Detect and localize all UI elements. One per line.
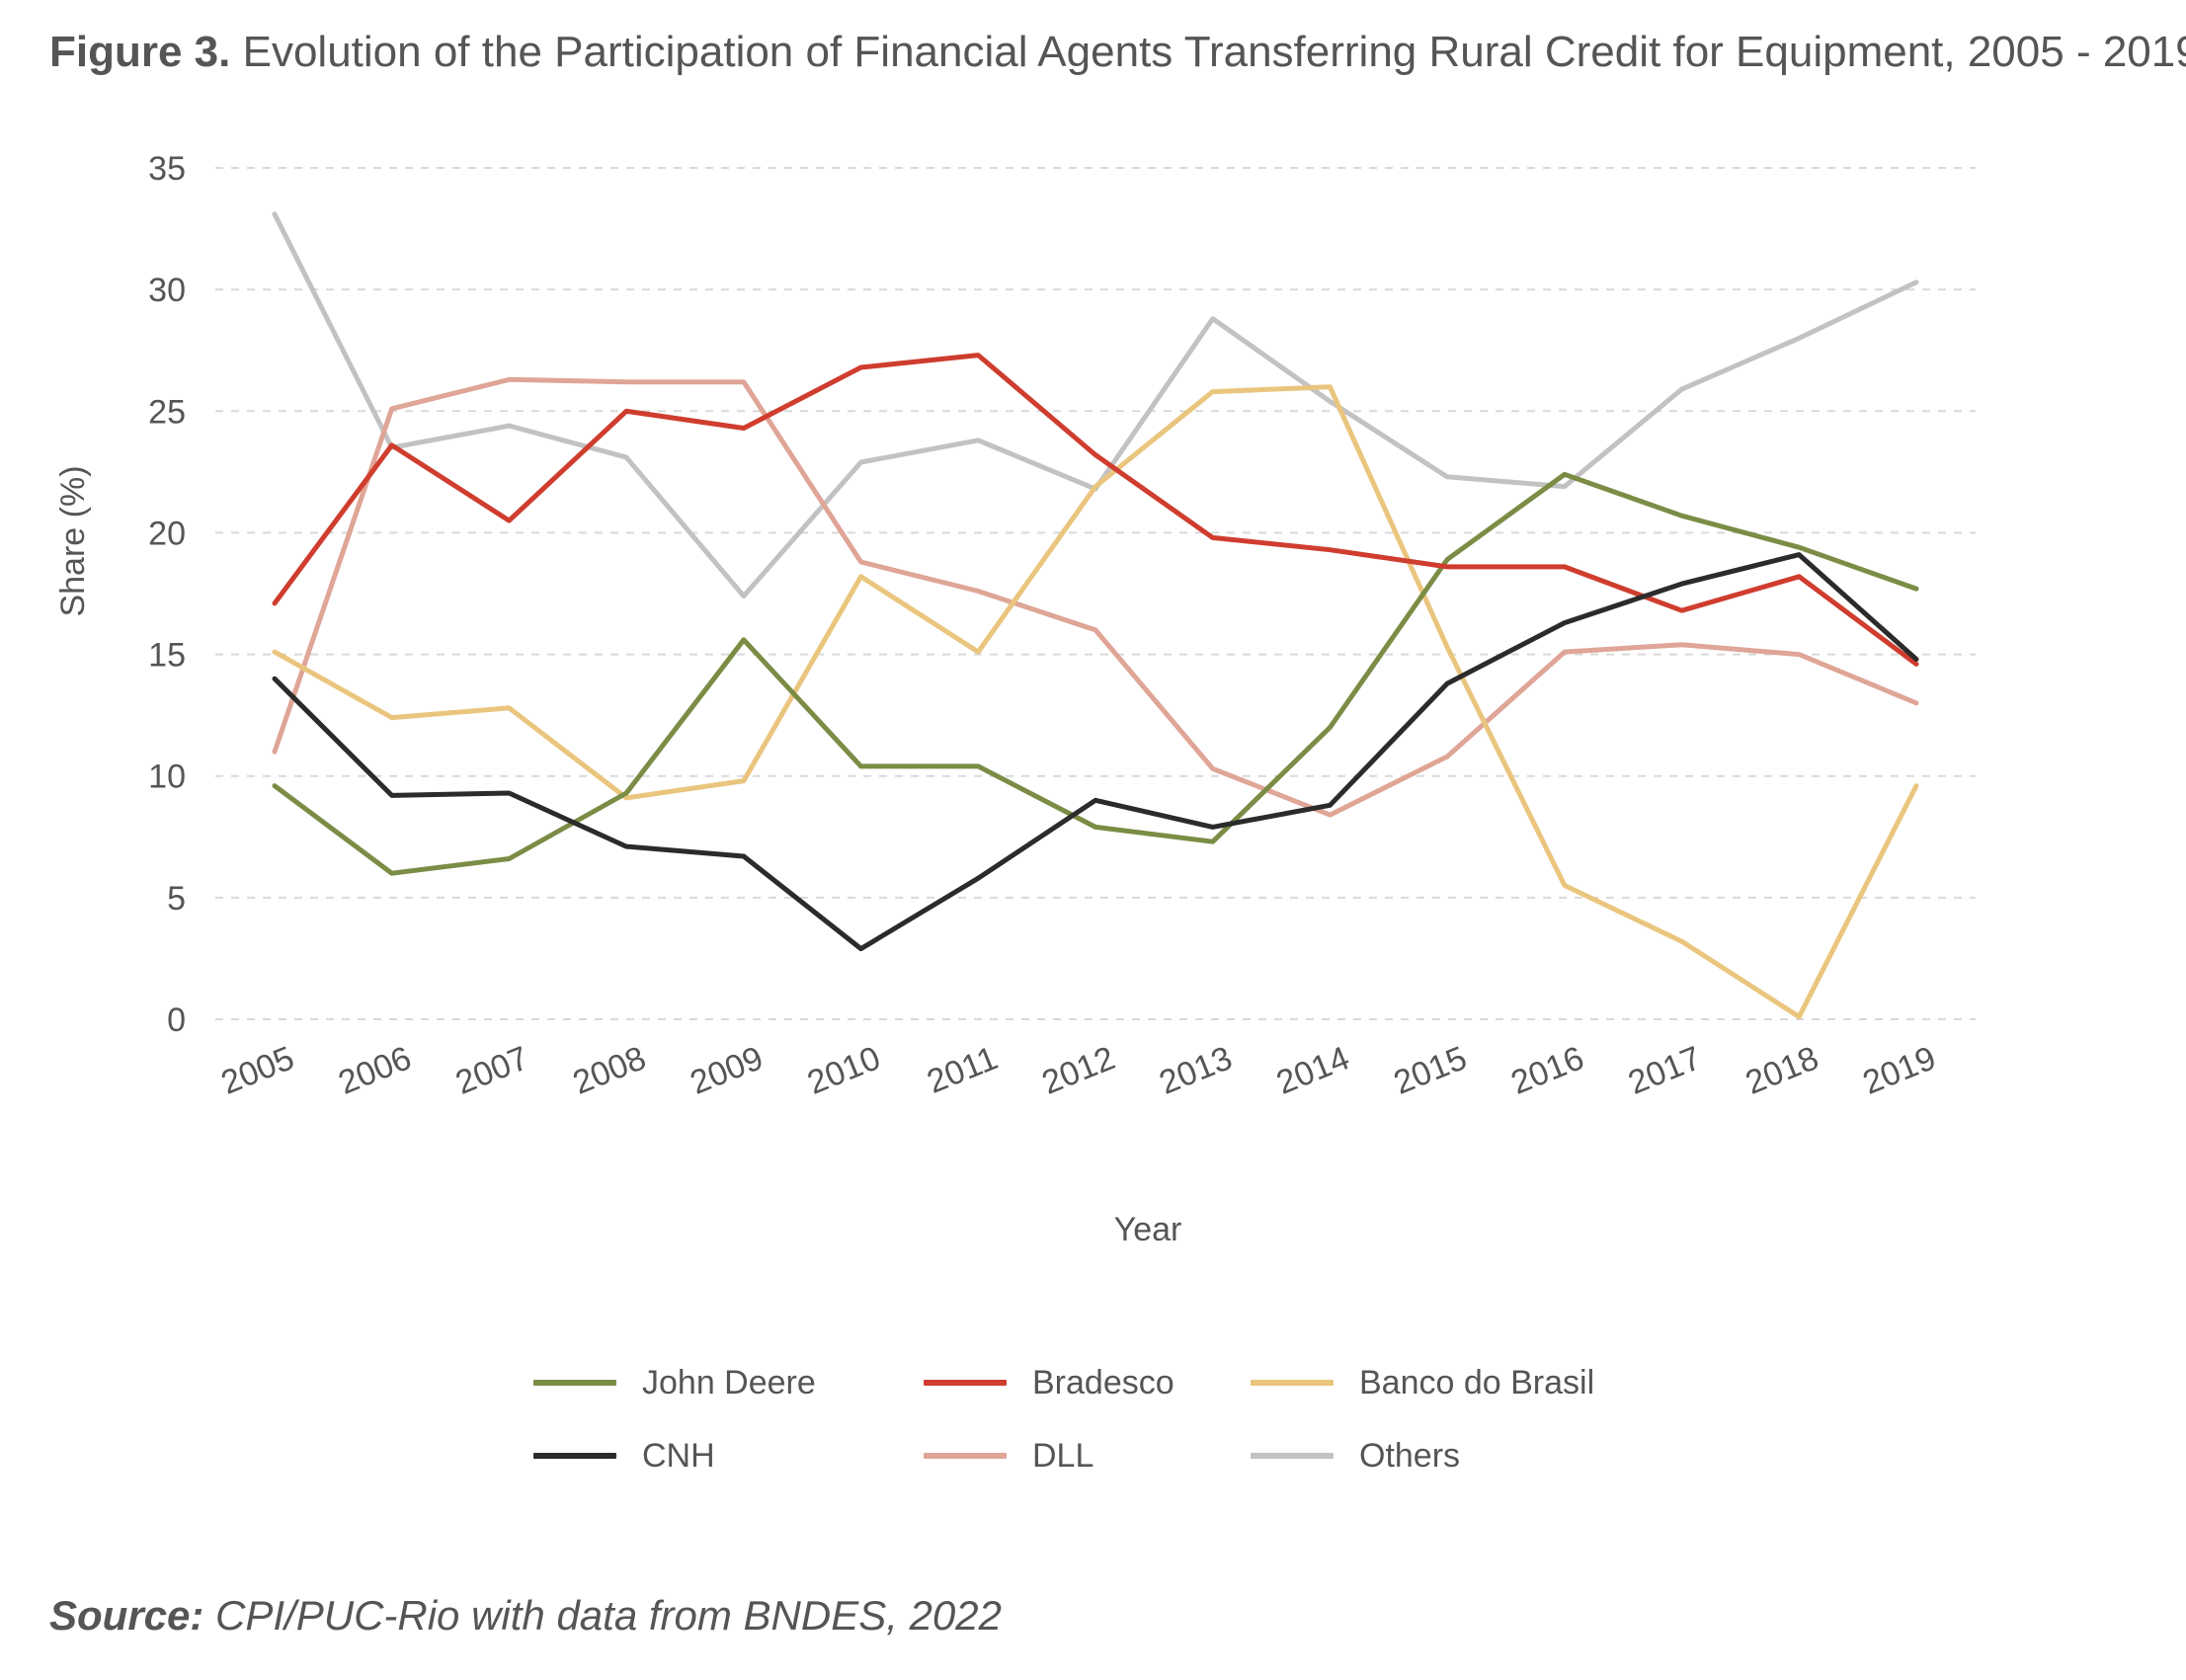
y-tick-label: 10 xyxy=(148,759,186,796)
chart-title: Figure 3. Evolution of the Participation… xyxy=(49,28,2186,77)
y-axis-label: Share (%) xyxy=(54,465,92,616)
source-note: Source: CPI/PUC-Rio with data from BNDES… xyxy=(49,1592,1002,1640)
legend-swatch xyxy=(1251,1453,1334,1459)
legend-item-banco-do-brasil: Banco do Brasil xyxy=(1251,1358,1594,1407)
legend-item-john-deere: John Deere xyxy=(533,1358,816,1407)
x-tick-label: 2016 xyxy=(1505,1039,1588,1102)
legend-swatch xyxy=(924,1380,1007,1386)
series-line-others xyxy=(272,211,1919,599)
x-tick-label: 2014 xyxy=(1271,1039,1354,1102)
legend-label: CNH xyxy=(642,1436,715,1475)
x-tick-label: 2009 xyxy=(685,1039,768,1102)
x-tick-label: 2005 xyxy=(216,1039,299,1102)
x-tick-label: 2019 xyxy=(1858,1039,1941,1102)
legend-label: John Deere xyxy=(642,1363,816,1401)
figure-label: Figure 3. xyxy=(49,28,231,76)
x-tick-label: 2015 xyxy=(1389,1039,1472,1102)
gridlines xyxy=(215,167,1976,1020)
legend-swatch xyxy=(533,1453,616,1459)
legend-item-bradesco: Bradesco xyxy=(924,1358,1174,1407)
legend: John Deere Bradesco Banco do Brasil CNH DLL O… xyxy=(533,1358,1719,1516)
x-tick-label: 2007 xyxy=(450,1039,533,1102)
legend-label: Others xyxy=(1359,1436,1461,1475)
legend-swatch xyxy=(924,1453,1007,1459)
y-tick-label: 30 xyxy=(148,272,186,309)
x-tick-label: 2012 xyxy=(1037,1039,1120,1102)
legend-label: Bradesco xyxy=(1032,1363,1174,1401)
x-tick-label: 2017 xyxy=(1623,1039,1706,1102)
legend-swatch xyxy=(1251,1380,1334,1386)
x-tick-label: 2013 xyxy=(1154,1039,1237,1102)
source-label: Source: xyxy=(49,1592,204,1639)
source-text: CPI/PUC-Rio with data from BNDES, 2022 xyxy=(215,1592,1002,1639)
legend-item-dll: DLL xyxy=(924,1431,1093,1480)
legend-label: Banco do Brasil xyxy=(1359,1363,1595,1401)
series-lines xyxy=(272,211,1919,1019)
y-tick-label: 20 xyxy=(148,515,186,552)
x-tick-label: 2010 xyxy=(802,1039,885,1102)
y-tick-label: 0 xyxy=(167,1001,186,1039)
series-line-dll xyxy=(272,376,1919,818)
x-axis-ticks: 2005 2006 2007 2008 2009 2010 2011 2012 2013 2014… xyxy=(216,1039,1941,1102)
series-line-cnh xyxy=(272,552,1919,952)
x-tick-label: 2006 xyxy=(333,1039,416,1102)
legend-item-others: Others xyxy=(1251,1431,1460,1480)
y-tick-label: 35 xyxy=(148,150,186,188)
figure-title-text: Evolution of the Participation of Financ… xyxy=(242,28,2186,76)
legend-label: DLL xyxy=(1032,1436,1094,1475)
y-tick-label: 5 xyxy=(167,880,186,918)
x-tick-label: 2008 xyxy=(568,1039,651,1102)
y-axis-ticks: 0 5 10 15 20 25 30 35 xyxy=(148,150,186,1039)
series-line-banco-do-brasil xyxy=(272,384,1919,1019)
series-line-john-deere xyxy=(272,471,1919,876)
legend-swatch xyxy=(533,1380,616,1386)
x-tick-label: 2018 xyxy=(1741,1039,1823,1102)
x-tick-label: 2011 xyxy=(922,1039,1003,1101)
legend-item-cnh: CNH xyxy=(533,1431,715,1480)
y-tick-label: 15 xyxy=(148,637,186,675)
x-axis-label: Year xyxy=(1114,1211,1182,1248)
y-tick-label: 25 xyxy=(148,393,186,431)
